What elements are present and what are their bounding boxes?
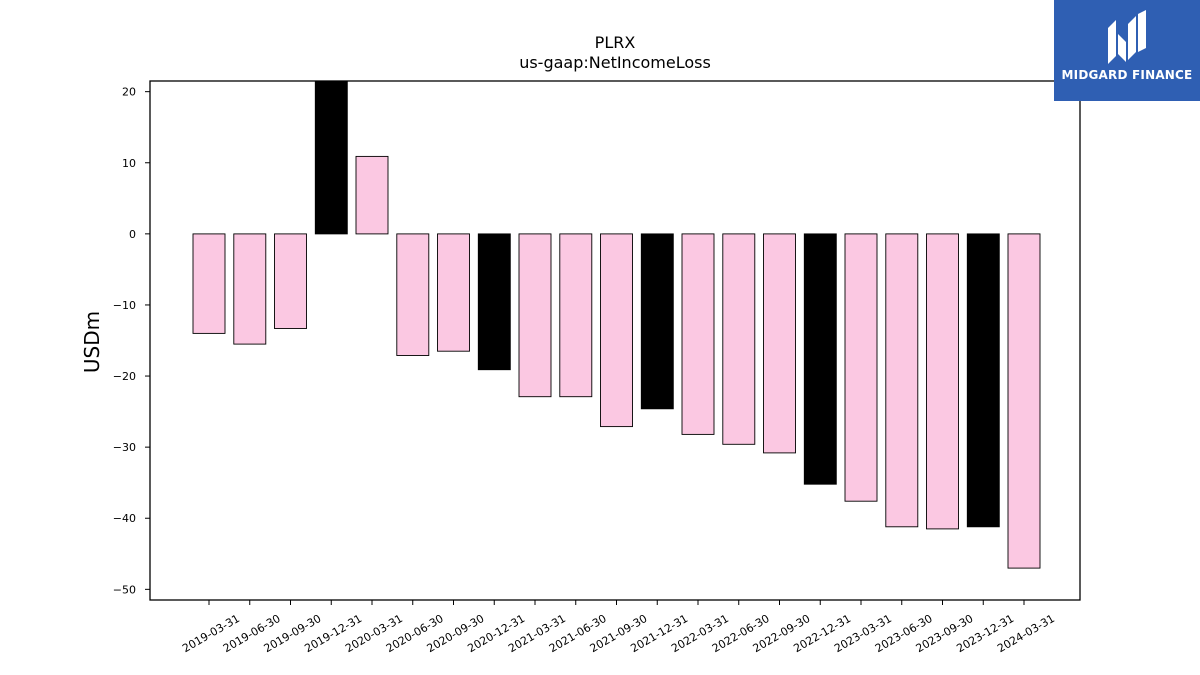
brand-name: MIDGARD FINANCE xyxy=(1061,68,1193,82)
bar-2024-03-31 xyxy=(1007,233,1041,569)
bar-2022-06-30 xyxy=(722,233,756,445)
y-axis-label: USDm xyxy=(80,311,104,373)
y-tick-label: −20 xyxy=(113,370,136,383)
y-tick-label: −40 xyxy=(113,512,136,525)
y-tick-label: −50 xyxy=(113,583,136,596)
y-tick-label: 10 xyxy=(122,157,136,170)
bar-2021-03-31 xyxy=(518,233,552,398)
bar-2021-12-31 xyxy=(640,233,674,410)
y-axis: 20 10 0 −10 −20 −30 −40 −50 xyxy=(113,86,150,596)
x-axis: 2019-03-312019-06-302019-09-302019-12-31… xyxy=(180,600,1057,655)
y-tick-label: 20 xyxy=(122,86,136,99)
brand-logo-icon xyxy=(1108,10,1146,64)
bar-2019-06-30 xyxy=(233,233,267,345)
bar-2019-03-31 xyxy=(192,233,226,334)
bar-2020-03-31 xyxy=(355,155,389,235)
bar-2020-06-30 xyxy=(396,233,430,356)
chart-title: PLRX xyxy=(595,33,636,52)
y-tick-label: −10 xyxy=(113,299,136,312)
bar-2023-09-30 xyxy=(926,233,959,530)
y-tick-label: 0 xyxy=(129,228,136,241)
brand-logo: MIDGARD FINANCE xyxy=(1054,0,1200,101)
bar-2022-03-31 xyxy=(681,233,715,435)
plot-frame xyxy=(149,80,1081,601)
bar-2022-09-30 xyxy=(763,233,796,454)
bar-2023-03-31 xyxy=(844,233,878,502)
bar-2019-09-30 xyxy=(274,233,307,329)
bar-2023-06-30 xyxy=(885,233,919,528)
y-tick-label: −30 xyxy=(113,441,136,454)
bar-2021-06-30 xyxy=(559,233,593,398)
bar-2023-12-31 xyxy=(966,233,1000,528)
bar-2020-09-30 xyxy=(437,233,470,352)
chart-subtitle: us-gaap:NetIncomeLoss xyxy=(519,53,711,72)
bar-2020-12-31 xyxy=(477,233,511,371)
bar-2021-09-30 xyxy=(600,233,633,428)
bar-2019-12-31 xyxy=(314,80,348,235)
bar-2022-12-31 xyxy=(803,233,837,485)
bars-group xyxy=(192,80,1041,569)
